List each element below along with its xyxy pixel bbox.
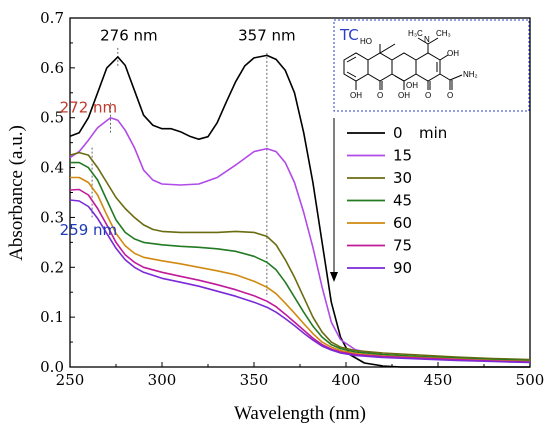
series-line-60-min: [70, 176, 531, 363]
series-line-15-min: [69, 116, 531, 363]
series-line-0-min: [69, 54, 530, 368]
y-axis-title: Absorbance (a.u.): [6, 125, 27, 261]
x-axis-title: Wavelength (nm): [234, 403, 366, 424]
atom-label: H₃C: [408, 29, 423, 38]
x-tick-label: 400: [332, 371, 361, 389]
y-tick-label: 0.5: [40, 109, 64, 127]
series-line-75-min: [69, 188, 531, 363]
peak-label: 259 nm: [60, 221, 118, 239]
inset-title: TC: [339, 26, 359, 44]
peak-guide-lines: [91, 47, 268, 298]
molecule-inset: TC: [333, 19, 530, 112]
y-tick-label: 0.4: [40, 159, 64, 177]
peak-label: 276 nm: [100, 26, 158, 44]
legend-label: 0: [393, 124, 403, 142]
legend-label: 90: [393, 259, 412, 277]
y-tick-label: 0.6: [40, 59, 64, 77]
atom-label: OH: [447, 49, 459, 58]
atom-label: OH: [350, 91, 362, 100]
y-tick-label: 0.2: [40, 258, 64, 276]
axis-ticks: 250 300 350 400 450 5000.00.10.20.30.40.50.60…: [40, 9, 544, 389]
legend-label: 30: [393, 169, 412, 187]
atom-label: O: [447, 91, 453, 100]
legend-label: 45: [393, 192, 412, 210]
y-tick-label: 0.0: [40, 358, 64, 376]
legend-unit: min: [419, 124, 447, 142]
y-tick-label: 0.3: [40, 208, 64, 226]
y-tick-label: 0.7: [40, 9, 64, 27]
atom-label: OH: [406, 81, 418, 90]
x-tick-label: 350: [240, 371, 269, 389]
atom-label: NH₂: [463, 70, 478, 79]
series-layer: [69, 54, 531, 368]
atom-label: CH₃: [436, 29, 451, 38]
atom-label: O: [425, 91, 431, 100]
x-tick-label: 300: [148, 371, 177, 389]
inset-frame: [333, 19, 530, 112]
series-line-90-min: [69, 199, 531, 364]
legend: 0 15 30 45 60 75 90 min: [347, 124, 447, 277]
legend-label: 15: [393, 147, 412, 165]
peak-annotations: 276 nm 357 nm 272 nm 259 nm: [60, 26, 296, 238]
molecule-structure: [343, 37, 463, 90]
x-tick-label: 250: [56, 371, 85, 389]
legend-label: 60: [393, 214, 412, 232]
peak-label: 357 nm: [238, 26, 296, 44]
y-tick-label: 0.1: [40, 308, 64, 326]
x-tick-label: 500: [516, 371, 545, 389]
x-tick-label: 450: [424, 371, 453, 389]
atom-label: OH: [398, 91, 410, 100]
peak-label: 272 nm: [60, 99, 118, 117]
legend-label: 75: [393, 237, 412, 255]
trend-arrow: [330, 118, 338, 282]
atom-label: O: [377, 91, 383, 100]
series-line-30-min: [69, 151, 531, 361]
atom-label: N: [424, 35, 430, 44]
series-line-45-min: [70, 161, 531, 362]
atom-label: HO: [360, 37, 372, 46]
